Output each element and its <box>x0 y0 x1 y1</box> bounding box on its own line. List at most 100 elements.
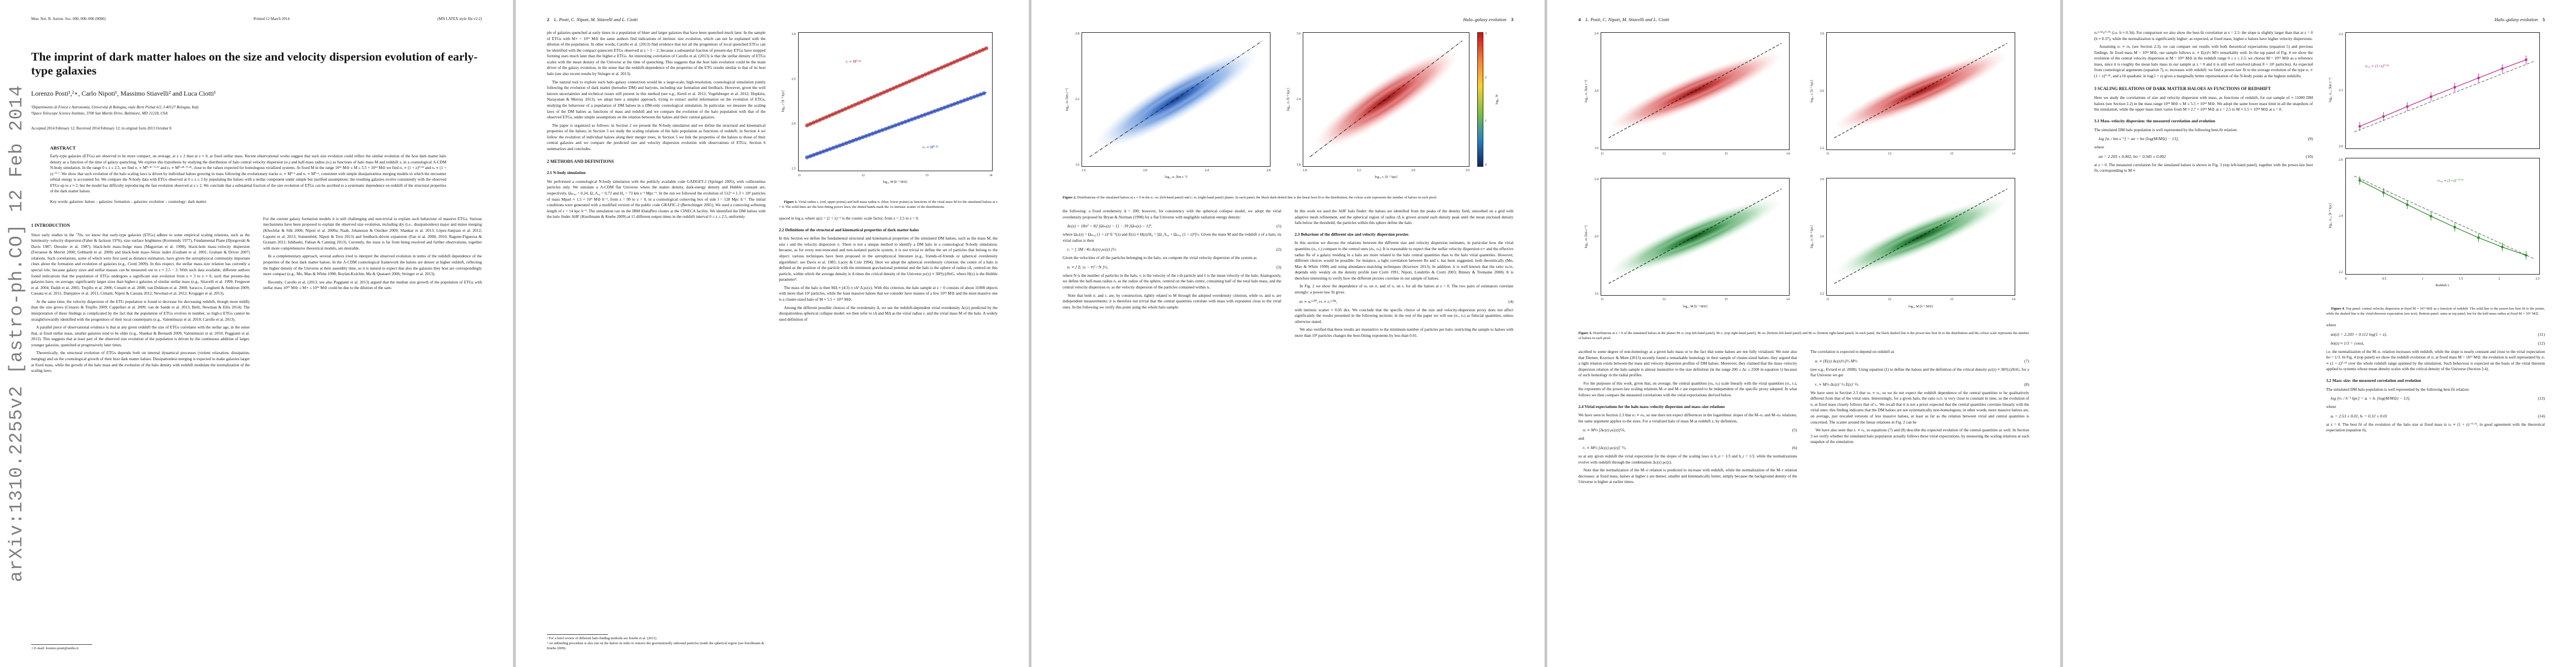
figure2-colorbar <box>1477 32 1483 167</box>
page-5: Halo–galaxy evolution 5 σᵥ²·⁹³±⁰·⁰¹ (i.e… <box>2063 0 2576 667</box>
tick-label: 1.5 <box>791 167 796 171</box>
equation-14-body: aᵣ = 2.53 ± 0.01, bᵣ = 0.32 ± 0.01 <box>2330 413 2388 419</box>
tick-label: 11 <box>1601 152 1604 156</box>
figure1-caption: Figure 1. Virial radius rᵥ (red, upper p… <box>779 200 998 210</box>
tick-label: 2.2 <box>1357 169 1361 172</box>
figure4-top-y-ticks: 2.2 2.1 2.0 <box>2334 32 2343 149</box>
paper-title: The imprint of dark matter haloes on the… <box>31 50 478 78</box>
figure3-tr-x-ticks: 11 12 13 14 <box>1826 152 2015 156</box>
body-paragraph: σᵥ²·⁹³±⁰·⁰¹ (i.e. b ≈ 0.34). For compari… <box>2094 30 2313 41</box>
tick-label: 2.0 <box>1594 235 1598 238</box>
page-4: 4 L. Posti, C. Nipoti, M. Stiavelli and … <box>1547 0 2060 667</box>
journal-ref: Mon. Not. R. Astron. Soc. 000, 000–000 (… <box>31 17 106 21</box>
footnote-1: ¹ For a brief review of different halo-f… <box>547 636 657 641</box>
tick-label: 11 <box>1826 298 1830 301</box>
printed-date: Printed 12 March 2014 <box>253 17 290 21</box>
equation-6: rᵥ ∝ M⅓ [Δc(z) ρc(z)]⁻⅓, (6) <box>1583 445 1797 451</box>
figure4-bottom-y-ticks: 2.6 2.4 2.2 <box>2334 158 2343 275</box>
figure3-bl-y-label: log₁₀ σₕ [km s⁻¹] <box>1585 225 1588 248</box>
body-paragraph: ascribed to some degree of non-homology … <box>1578 349 1797 378</box>
equation-5: σᵥ ∝ M⅓ [Δc(z) ρc(z)]⅙, (5) <box>1583 427 1797 433</box>
figure2-right-panel: log₁₀ rₕ [h⁻¹ kpc] 3.0 2.4 1.8 1.8 2.2 <box>1284 30 1502 192</box>
figure2-colorbar-ticks: 3 2 1 0 <box>1485 32 1492 167</box>
tick-label: 2.2 <box>2339 270 2343 274</box>
figure4-x-ticks: 0 0.5 1 1.5 2 2.5 <box>2345 277 2540 281</box>
body-paragraph: with intrinsic scatter ≈ 0.05 dex. We co… <box>1294 307 1514 324</box>
tick-label: 12 <box>1888 152 1892 156</box>
figure2-caption: Figure 2. Distributions of the simulated… <box>1063 196 1513 201</box>
figure2-left-density-svg <box>1082 33 1270 166</box>
page-number: 3 <box>1511 17 1513 22</box>
figure2-left-y-label: log₁₀ σₕ [km s⁻¹] <box>1065 88 1069 111</box>
body-paragraph: Since early studies in the ’70s, we know… <box>31 232 250 296</box>
tick-label: 2 <box>1485 76 1487 79</box>
tick-label: 14 <box>989 174 993 177</box>
figure3-bl-x-label: log₁₀ M [h⁻¹ M⊙] <box>1682 305 1707 308</box>
equation-9: log [σᵥ / km s⁻¹] = aσ + bσ [log(M/M⊙) −… <box>2099 136 2313 142</box>
tick-label: 2.8 <box>1075 32 1079 36</box>
tick-label: 2.2 <box>2339 33 2343 36</box>
tick-label: 2.4 <box>1296 98 1301 101</box>
figure3-br-density-svg <box>1833 178 2008 295</box>
tick-label: 11 <box>798 174 801 177</box>
running-authors: L. Posti, C. Nipoti, M. Stiavelli and L.… <box>554 17 638 22</box>
page-2: 2 L. Posti, C. Nipoti, M. Stiavelli and … <box>516 0 1029 667</box>
section-2-1-heading: 2.1 N-body simulation <box>547 170 586 176</box>
email-footnote: ⋆ E-mail: lorenzo.posti@unibo.it <box>31 646 79 651</box>
equation-9-body: log [σᵥ / km s⁻¹] = aσ + bσ [log(M/M⊙) −… <box>2099 136 2179 142</box>
tick-label: 12 <box>1888 298 1892 301</box>
equation-1-body: Δc(z) = 18π² + 82 [Ωₘ(z) − 1] − 39 [Ωₘ(z… <box>1067 223 1153 229</box>
figure3-panel-top-left: log₁₀ σᵥ [km s⁻¹] 2.4 2.0 1.6 11 12 <box>1582 30 1800 168</box>
page4-col-left: ascribed to some degree of non-homology … <box>1578 349 1797 487</box>
authors-line: Lorenzo Posti¹,²⋆, Carlo Nipoti¹, Massim… <box>31 89 216 97</box>
figure3-caption: Figure 3. Distributions at z = 0 of the … <box>1578 331 2029 341</box>
figure3-bl-y-ticks: 2.4 2.0 1.6 <box>1590 178 1598 296</box>
body-paragraph: The natural tool to explore such halo–ga… <box>547 79 766 120</box>
equation-14: aᵣ = 2.53 ± 0.01, bᵣ = 0.32 ± 0.01 (14) <box>2331 413 2545 419</box>
figure3-panel-top-right: log₁₀ rᵥ [h⁻¹ kpc] 3.0 2.6 2.2 11 12 <box>1807 30 2025 168</box>
figure3-br-plot-area <box>1826 178 2015 296</box>
equation-4-body: σₕ ∝ σᵥ¹·⁰⁰, rₕ ∝ rᵥ¹·⁰⁴, <box>1299 298 1337 304</box>
equation-3-body: σᵥ ≡ [ Σᵢ |vᵢ − v̄|² / N ]½, <box>1067 264 1108 270</box>
body-paragraph: In this section we discuss the relations… <box>1294 240 1514 281</box>
page1-columns: 1 INTRODUCTION Since early studies in th… <box>31 216 482 376</box>
page-number: 5 <box>2542 17 2545 22</box>
section-3-heading: 3 SCALING RELATIONS OF DARK MATTER HALOE… <box>2094 86 2271 91</box>
equation-2: rᵥ = [ 3M / 4π Δc(z) ρc(z) ]⅓. (2) <box>1067 246 1282 252</box>
figure3-panel-bottom-left: log₁₀ σₕ [km s⁻¹] 2.4 2.0 1.6 11 12 <box>1582 176 1800 328</box>
equation-8: rᵥ ∝ M⅓ Δc(z)⁻⅓ E(z)⁻⅔. (8) <box>1815 381 2030 387</box>
equation-6-number: (6) <box>1792 445 1797 451</box>
arxiv-watermark: arXiv:1310.2255v2 [astro-ph.CO] 12 Feb 2… <box>6 84 27 583</box>
page5-col-left: σᵥ²·⁹³±⁰·⁰¹ (i.e. b ≈ 0.34). For compari… <box>2094 30 2313 436</box>
figure1-blue-annotation: rₕ ∝ M⁰·³² <box>922 145 939 150</box>
body-paragraph: For the purposes of this work, given tha… <box>1578 380 1797 397</box>
body-paragraph: Assuming σᵥ ∝ σₕ (see Section 2.3), we c… <box>2094 44 2313 79</box>
tick-label: 0 <box>1485 163 1487 167</box>
tick-label: 1.6 <box>1594 147 1598 150</box>
tick-label: 1.5 <box>2459 277 2463 281</box>
keywords-line: Key words: galaxies: haloes – galaxies: … <box>50 200 207 205</box>
running-title: Halo–galaxy evolution <box>1463 17 1507 22</box>
tick-label: 14 <box>2012 298 2015 301</box>
body-paragraph: Note that both σᵥ and rᵥ are, by constru… <box>1063 292 1282 310</box>
page-1: Mon. Not. R. Astron. Soc. 000, 000–000 (… <box>0 0 513 667</box>
figure4-top-svg <box>2354 55 2534 132</box>
figure1-y-ticks: 3.0 2.5 2.0 1.5 <box>787 32 796 171</box>
figure1-plot-svg <box>804 46 989 160</box>
tick-label: 2.1 <box>2339 88 2343 92</box>
figure4-bottom-plot-area <box>2345 158 2540 275</box>
page5-running-head: Halo–galaxy evolution 5 <box>2094 17 2545 22</box>
body-paragraph: At the same time, the velocity dispersio… <box>31 298 250 322</box>
body-paragraph: and <box>1578 436 1585 441</box>
equation-13-number: (13) <box>2538 396 2545 401</box>
tick-label: 1.6 <box>1594 292 1598 296</box>
figure2-right-density-svg <box>1303 33 1469 166</box>
tick-label: 3.0 <box>1820 32 1824 36</box>
body-paragraph: The simulated DM halo population is well… <box>2326 386 2470 392</box>
equation-12: bσ(z) ≈ 1/3 = const, (12) <box>2331 340 2545 346</box>
equation-12-number: (12) <box>2538 340 2545 346</box>
body-paragraph: The correlation is expected to depend on… <box>1810 349 1895 354</box>
body-paragraph: Among the different possible choices of … <box>779 305 998 322</box>
body-paragraph: Note that the normalization of the M–σ r… <box>1578 467 1797 485</box>
